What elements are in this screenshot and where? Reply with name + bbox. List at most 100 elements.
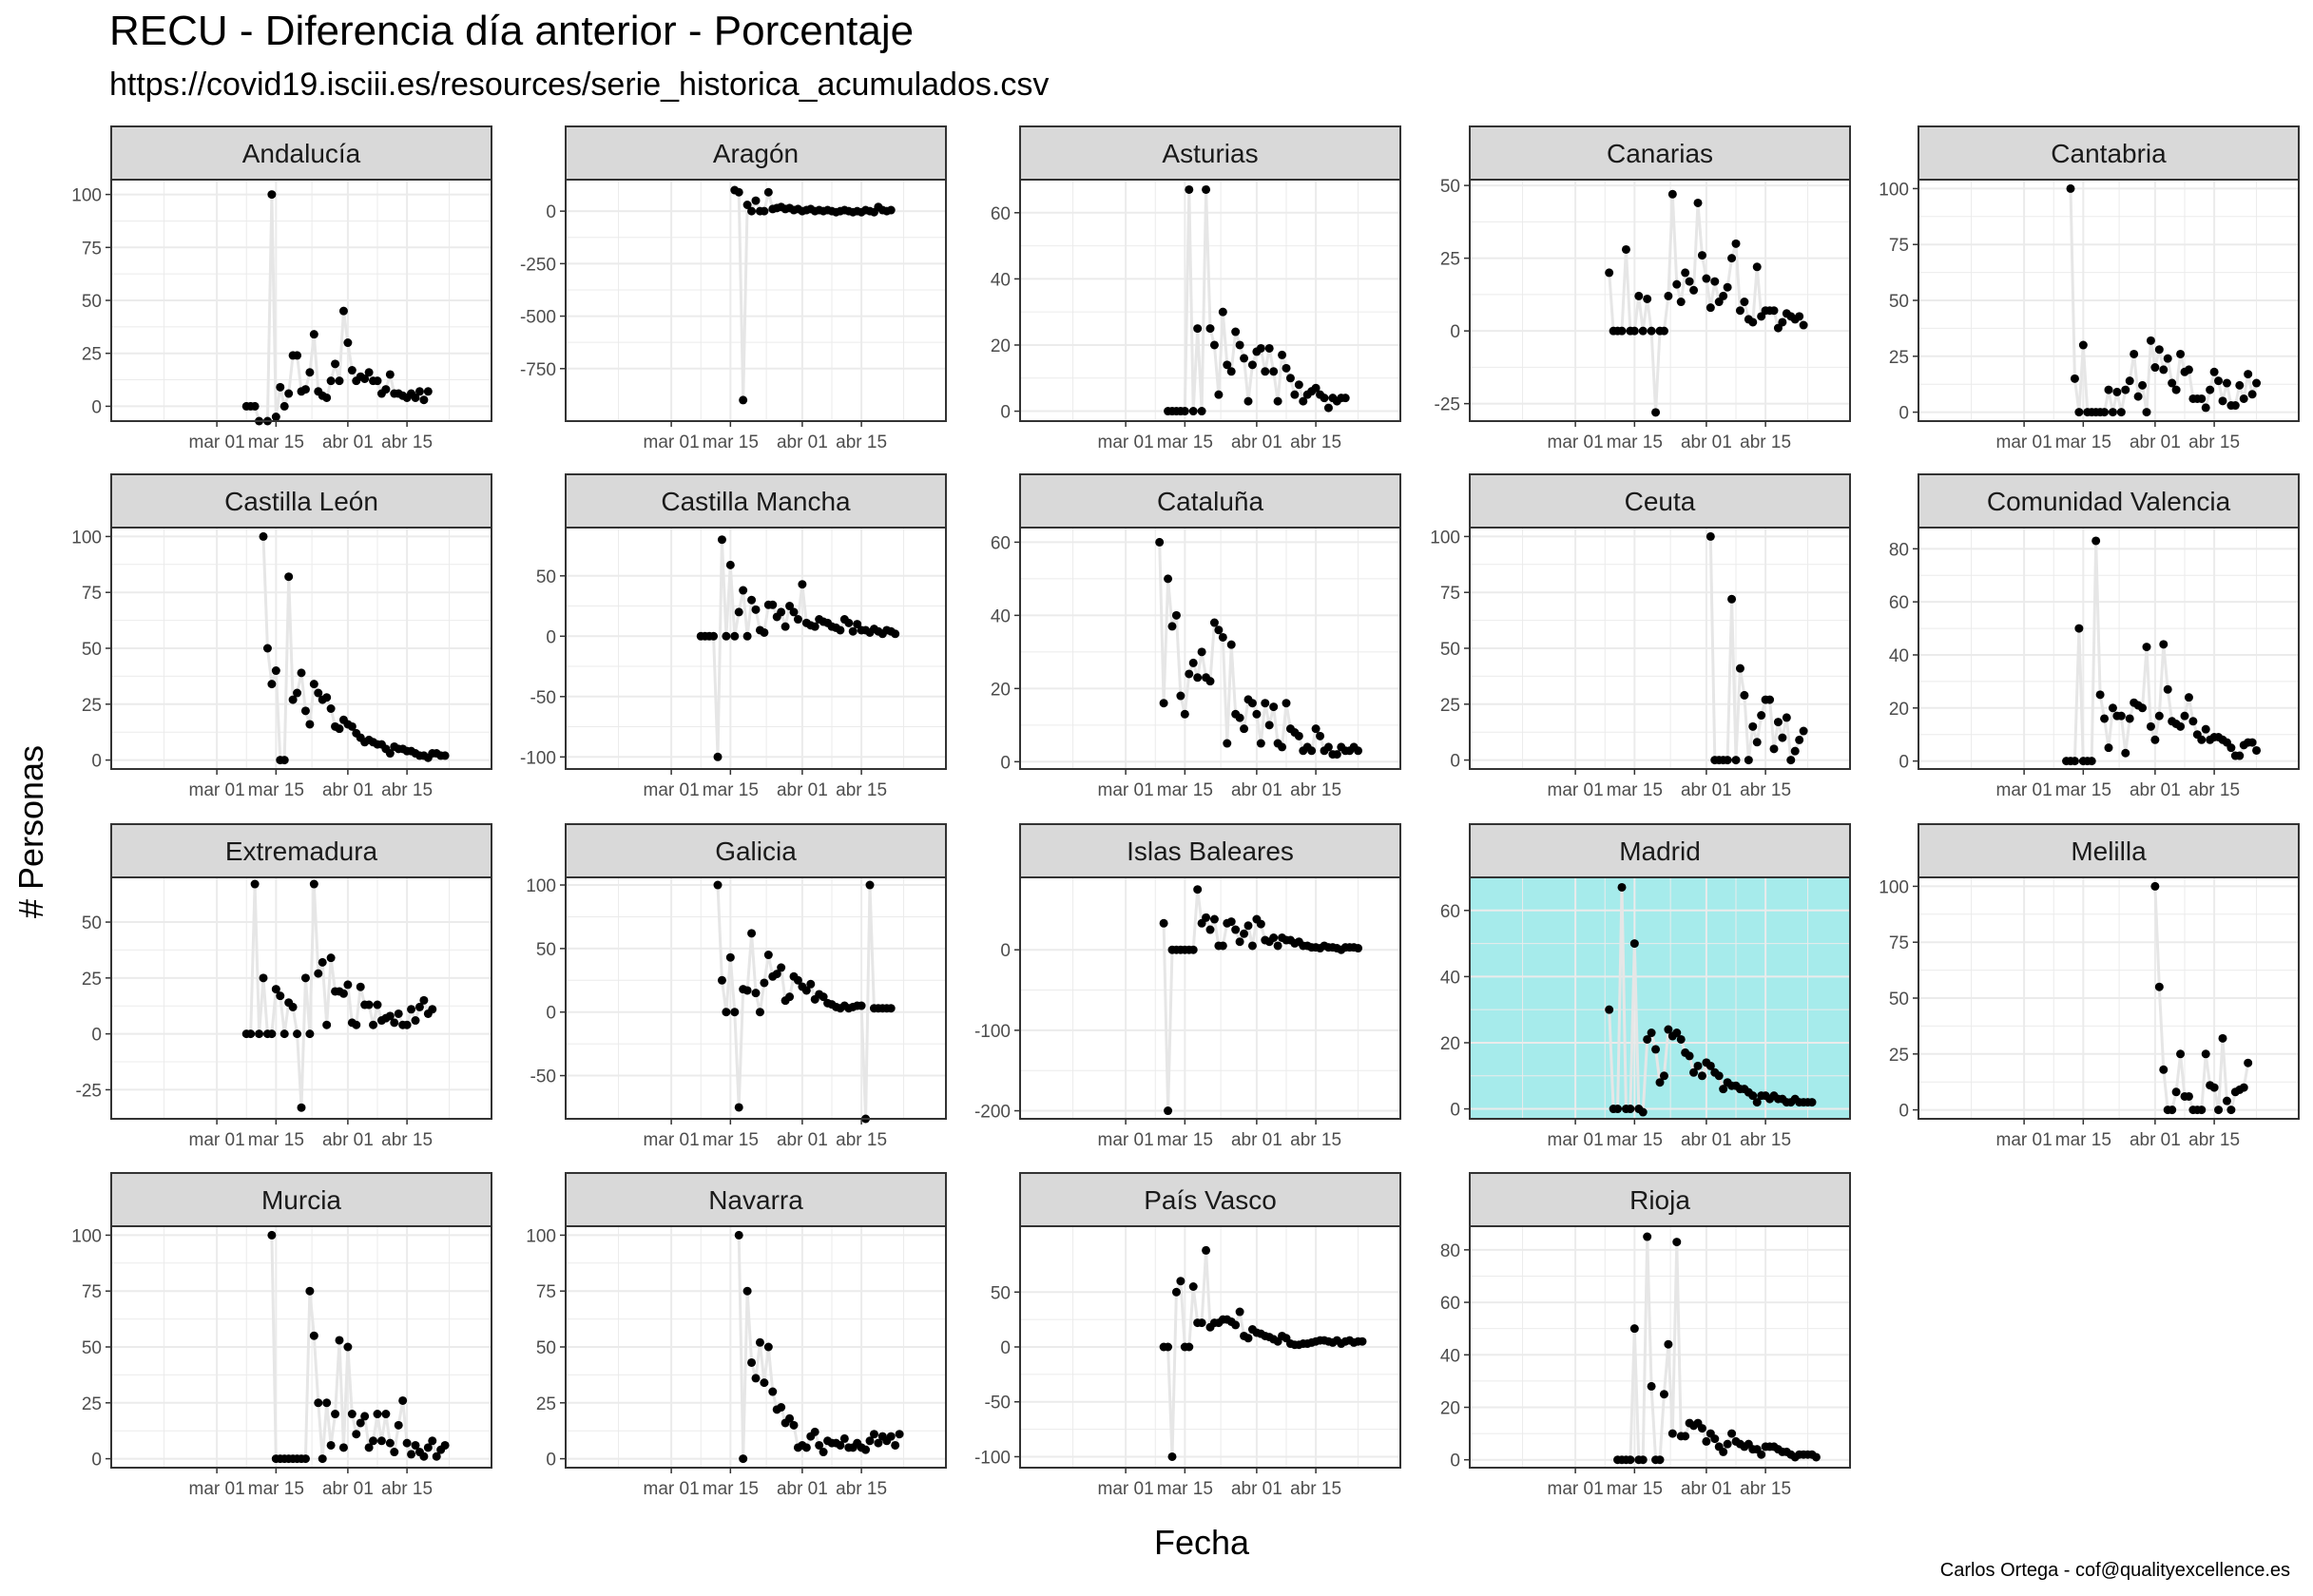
data-point: [309, 879, 318, 889]
data-point: [1185, 184, 1194, 194]
y-tick-label: 25: [82, 696, 102, 716]
data-point: [760, 627, 769, 637]
data-point: [364, 368, 374, 377]
data-point: [722, 631, 731, 641]
panel-background: [1020, 528, 1400, 769]
data-point: [1202, 1245, 1211, 1255]
data-point: [2244, 1058, 2253, 1067]
data-point: [751, 989, 761, 998]
x-tick-label: mar 01: [189, 780, 245, 800]
facet-strip: [1469, 473, 1851, 529]
data-point: [1323, 742, 1333, 752]
data-point: [1214, 625, 1224, 635]
data-point: [839, 1433, 849, 1443]
facet-panel: Navarra 0 25 50 75 100 mar 01 mar 15 abr 01 abr 1…: [526, 1172, 947, 1499]
data-point: [785, 602, 795, 611]
panel-background: [566, 528, 946, 769]
facet-strip-label: Asturias: [1162, 139, 1258, 168]
data-point: [267, 1029, 277, 1039]
data-point: [1706, 303, 1715, 313]
facet-strip: [565, 823, 947, 878]
facet-strip-label: Islas Baleares: [1127, 836, 1294, 866]
data-point: [423, 1443, 433, 1452]
data-point: [1264, 721, 1274, 730]
data-point: [1634, 291, 1644, 300]
data-point: [356, 982, 365, 991]
y-tick-label: 0: [1899, 1102, 1909, 1122]
panel-border: [565, 876, 947, 1120]
data-point: [271, 666, 280, 676]
chart-subtitle: https://covid19.isciii.es/resources/seri…: [109, 67, 1050, 103]
data-point: [326, 1440, 336, 1450]
facet-strip-label: Castilla Mancha: [661, 487, 851, 516]
data-point: [2104, 743, 2113, 753]
facet-panel: Cataluña 0 20 40 60 mar 01 mar 15 abr 01 abr 15: [991, 473, 1401, 800]
data-point: [338, 306, 348, 316]
x-tick-label: mar 01: [1996, 780, 2053, 800]
data-point: [1256, 919, 1265, 929]
data-point: [1773, 718, 1783, 727]
y-tick-label: 80: [1889, 540, 1909, 560]
data-point: [1256, 343, 1265, 353]
data-point: [1757, 1450, 1766, 1459]
data-point: [722, 1008, 731, 1017]
data-point: [1164, 574, 1173, 584]
data-point: [1667, 189, 1677, 199]
data-point: [895, 1430, 904, 1439]
x-tick-label: abr 15: [1290, 433, 1341, 452]
data-point: [1316, 731, 1325, 740]
data-point: [2197, 1106, 2207, 1115]
panel-border: [565, 527, 947, 770]
data-point: [1176, 691, 1185, 701]
data-point: [385, 370, 395, 379]
facet-panel: Asturias 0 20 40 60 mar 01 mar 15 abr 01 abr 15: [991, 125, 1401, 452]
data-point: [2104, 385, 2113, 394]
data-point: [1723, 282, 1732, 292]
data-point: [2138, 380, 2148, 390]
data-point: [1354, 944, 1363, 953]
data-point: [1197, 407, 1206, 416]
data-point: [411, 1440, 420, 1450]
x-tick-label: mar 15: [703, 433, 759, 452]
data-point: [1243, 1334, 1253, 1343]
data-point: [314, 969, 323, 978]
facet-panel: Extremadura -25 0 25 50 mar 01 mar 15 abr 01 abr…: [76, 823, 492, 1150]
data-point: [259, 531, 268, 541]
x-tick-label: abr 15: [2188, 1130, 2240, 1150]
y-tick-label: 25: [82, 1394, 102, 1414]
data-point: [2206, 385, 2215, 394]
panel-border: [565, 179, 947, 422]
y-tick-label: 100: [71, 1226, 102, 1246]
x-tick-label: abr 15: [381, 1479, 433, 1499]
data-point: [1323, 403, 1333, 413]
data-point: [1693, 198, 1703, 207]
data-point: [428, 1005, 437, 1014]
y-tick-label: 0: [1899, 404, 1909, 424]
data-point: [1235, 1307, 1244, 1317]
data-point: [713, 752, 723, 761]
y-tick-label: -250: [520, 255, 556, 275]
data-point: [293, 351, 302, 360]
data-point: [1269, 702, 1279, 712]
data-point: [1231, 1320, 1241, 1330]
data-point: [785, 992, 795, 1002]
data-point: [2201, 403, 2210, 413]
data-point: [300, 385, 310, 394]
data-point: [1332, 750, 1341, 760]
y-tick-label: 25: [1440, 696, 1460, 716]
data-point: [1273, 396, 1282, 406]
facet-strip-label: Castilla León: [224, 487, 378, 516]
x-tick-label: mar 01: [1098, 780, 1154, 800]
data-point: [381, 1410, 391, 1419]
data-point: [2125, 376, 2134, 386]
x-tick-label: abr 15: [836, 433, 887, 452]
data-point: [293, 1029, 302, 1039]
data-point: [1643, 1034, 1652, 1044]
x-tick-label: abr 15: [1740, 780, 1791, 800]
y-tick-label: -25: [76, 1081, 102, 1101]
data-point: [1240, 929, 1249, 938]
x-tick-label: mar 15: [2055, 1130, 2111, 1150]
y-tick-label: 0: [1450, 752, 1460, 772]
facet-strip-label: Aragón: [713, 139, 799, 168]
